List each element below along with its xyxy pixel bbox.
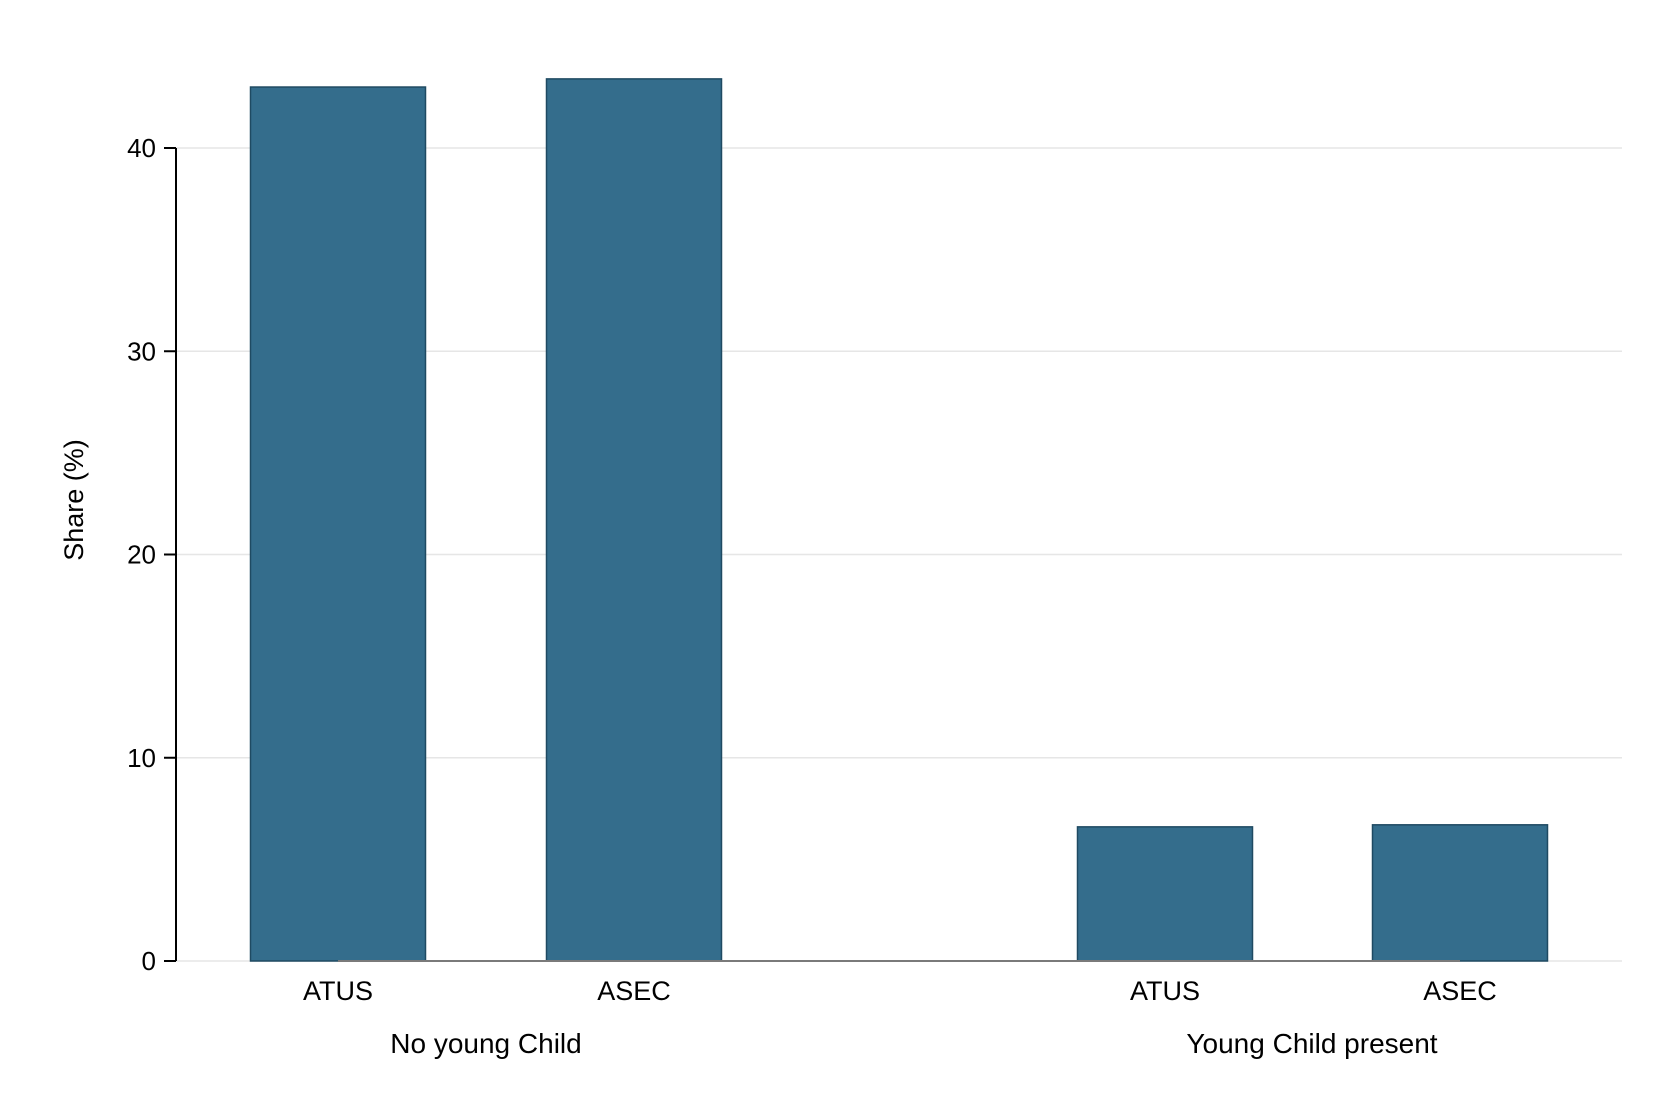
y-tick-label: 20 [127,540,156,570]
x-group-label: Young Child present [1186,1028,1437,1059]
y-axis-title: Share (%) [59,439,89,561]
x-axis-labels: ATUS ASEC No young Child ATUS ASEC Young Chil… [303,976,1497,1059]
x-category-label: ASEC [1423,976,1497,1006]
bar-atus-group-1 [249,86,427,962]
bar-asec-group-1 [545,78,723,962]
y-tick-label: 10 [127,743,156,773]
bars [249,78,1549,962]
x-category-label: ATUS [303,976,373,1006]
y-axis-ticks: 0 10 20 30 40 [127,133,176,976]
y-tick-label: 40 [127,133,156,163]
y-tick-label: 30 [127,336,156,366]
bar-atus-group-2 [1076,826,1254,962]
y-tick-label: 0 [142,946,156,976]
x-category-label: ATUS [1130,976,1200,1006]
bar-asec-group-2 [1371,824,1549,962]
x-category-label: ASEC [597,976,671,1006]
x-group-label: No young Child [390,1028,581,1059]
